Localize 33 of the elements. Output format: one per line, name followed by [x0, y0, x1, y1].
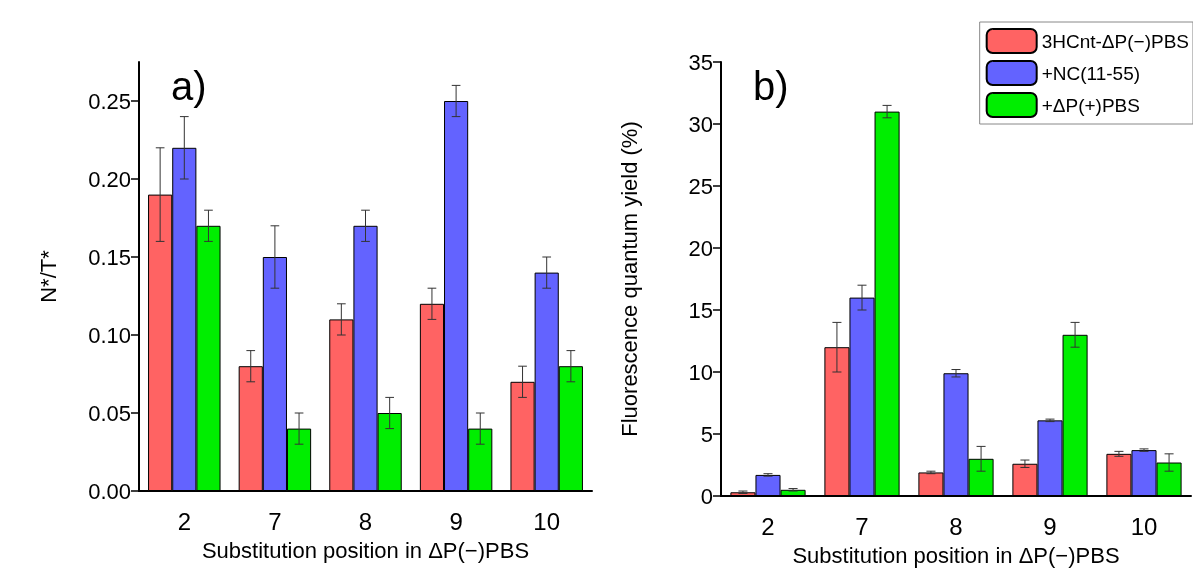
x-axis-title: Substitution position in ΔP(−)PBS — [792, 542, 1120, 568]
x-axis-title: Substitution position in ΔP(−)PBS — [201, 537, 530, 563]
x-tick-label: 2 — [761, 512, 775, 540]
y-tick-label: 0 — [700, 483, 713, 509]
y-tick-label: 0.10 — [88, 322, 131, 348]
x-tick-label: 9 — [1043, 512, 1057, 540]
x-tick-label: 8 — [949, 512, 963, 540]
legend-label: +ΔP(+)PBS — [1041, 94, 1140, 116]
legend-label: +NC(11-55) — [1041, 62, 1141, 84]
y-tick-label: 0.05 — [88, 400, 131, 426]
y-tick-label: 0.25 — [88, 88, 131, 114]
x-tick-label: 10 — [533, 507, 561, 535]
y-tick-label: 10 — [688, 359, 713, 385]
x-tick-label: 9 — [449, 507, 463, 535]
y-axis-title: Fluorescence quantum yield (%) — [616, 121, 642, 437]
x-tick-label: 8 — [358, 507, 373, 535]
y-tick-label: 0.20 — [88, 166, 131, 192]
annotation: b) — [753, 64, 789, 108]
legend-label: 3HCnt-ΔP(−)PBS — [1041, 30, 1190, 52]
y-tick-label: 25 — [688, 173, 713, 199]
x-tick-label: 10 — [1130, 512, 1158, 540]
x-tick-label: 2 — [177, 507, 191, 535]
y-tick-label: 0.15 — [88, 244, 131, 270]
annotation: a) — [171, 64, 207, 108]
y-tick-label: 30 — [688, 111, 713, 137]
x-tick-label: 7 — [268, 507, 282, 535]
y-tick-label: 5 — [700, 421, 713, 447]
y-tick-label: 15 — [688, 297, 713, 323]
y-tick-label: 35 — [688, 49, 713, 75]
y-tick-label: 0.00 — [88, 478, 131, 504]
y-tick-label: 20 — [688, 235, 713, 261]
y-axis-title: N*/T* — [35, 249, 61, 303]
x-tick-label: 7 — [855, 512, 869, 540]
